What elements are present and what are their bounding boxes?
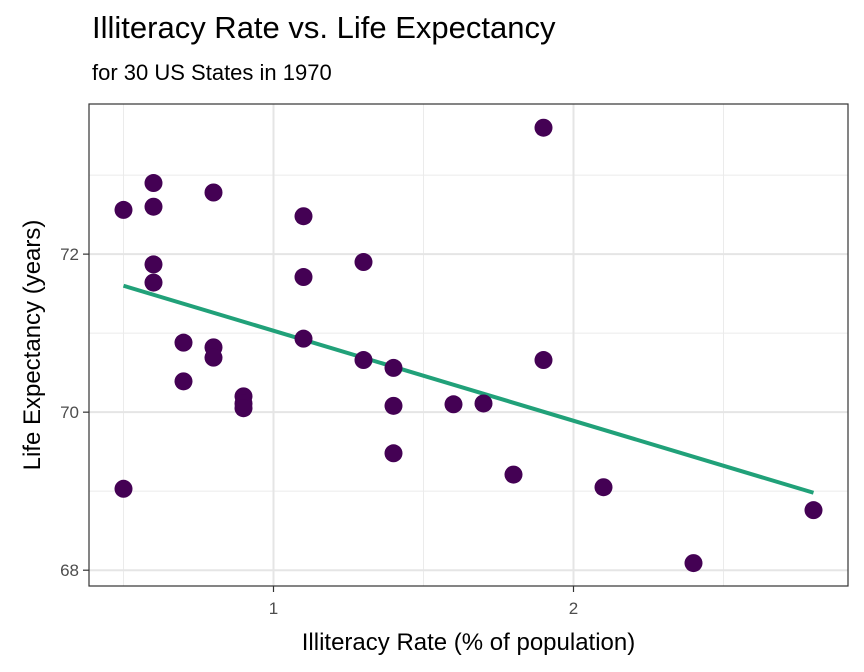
major-gridlines bbox=[89, 104, 848, 586]
data-point bbox=[354, 351, 373, 370]
data-point bbox=[114, 200, 133, 219]
data-point bbox=[534, 351, 553, 370]
data-point bbox=[684, 554, 703, 573]
data-point bbox=[294, 268, 313, 287]
data-point bbox=[114, 479, 133, 498]
data-point bbox=[384, 396, 403, 415]
x-tick-label: 1 bbox=[269, 599, 278, 618]
data-point bbox=[174, 372, 193, 391]
chart-subtitle: for 30 US States in 1970 bbox=[92, 60, 332, 85]
data-point bbox=[384, 444, 403, 463]
data-point bbox=[174, 333, 193, 352]
data-point bbox=[354, 253, 373, 272]
y-tick-label: 72 bbox=[60, 245, 79, 264]
data-point bbox=[144, 273, 163, 292]
data-point bbox=[144, 197, 163, 216]
minor-gridlines bbox=[89, 104, 848, 586]
data-point bbox=[534, 118, 553, 137]
axis-ticks bbox=[83, 253, 575, 592]
y-axis-tick-labels: 68 70 72 bbox=[60, 245, 79, 580]
data-point bbox=[384, 358, 403, 377]
y-axis-title: Life Expectancy (years) bbox=[19, 220, 46, 471]
data-point bbox=[144, 255, 163, 274]
data-point bbox=[594, 478, 613, 497]
data-point bbox=[234, 399, 253, 418]
data-points bbox=[114, 118, 823, 573]
plot-panel-border bbox=[88, 103, 849, 587]
x-tick-label: 2 bbox=[569, 599, 578, 618]
data-point bbox=[294, 329, 313, 348]
data-point bbox=[144, 174, 163, 193]
data-point bbox=[444, 395, 463, 414]
data-point bbox=[294, 207, 313, 226]
data-point bbox=[804, 501, 823, 520]
chart-title: Illiteracy Rate vs. Life Expectancy bbox=[92, 10, 556, 45]
y-tick-label: 68 bbox=[60, 561, 79, 580]
x-axis-title: Illiteracy Rate (% of population) bbox=[302, 629, 636, 656]
data-point bbox=[204, 183, 223, 202]
data-point bbox=[204, 348, 223, 367]
data-point bbox=[504, 465, 523, 484]
trend-line bbox=[122, 283, 815, 495]
data-point bbox=[474, 394, 493, 413]
y-tick-label: 70 bbox=[60, 403, 79, 422]
